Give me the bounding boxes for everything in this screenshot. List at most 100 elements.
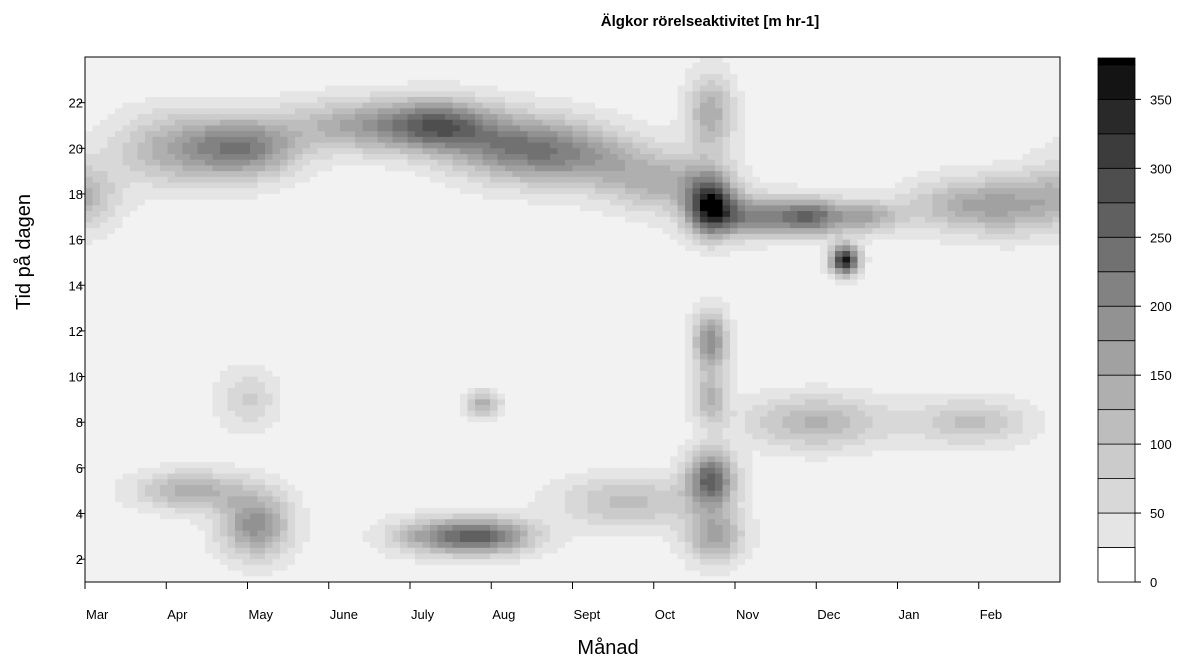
heatmap-cell [520,148,529,155]
heatmap-cell [220,108,229,115]
heatmap-cell [325,154,334,161]
heatmap-cell [542,251,551,258]
heatmap-cell [115,96,124,104]
heatmap-cell [827,205,836,212]
heatmap-cell [617,176,626,184]
heatmap-cell [940,182,949,189]
heatmap-cell [812,142,821,149]
heatmap-cell [857,79,866,87]
heatmap-cell [302,96,311,104]
heatmap-cell [700,228,709,235]
heatmap-cell [872,131,881,138]
heatmap-cell [1045,171,1054,178]
heatmap-cell [940,233,949,241]
heatmap-cell [407,154,416,161]
heatmap-cell [1000,79,1009,87]
heatmap-cell [85,91,94,98]
heatmap-cell [280,171,289,178]
heatmap-cell [242,57,251,64]
heatmap-cell [122,142,131,149]
heatmap-cell [175,188,184,195]
heatmap-cell [745,268,754,275]
heatmap-cell [220,165,229,172]
heatmap-cell [520,176,529,184]
chart-title: Älgkor rörelseaktivitet [m hr-1] [601,13,819,30]
heatmap-cell [310,136,319,144]
heatmap-cell [737,102,746,109]
heatmap-cell [700,119,709,127]
heatmap-cell [107,205,116,212]
heatmap-cell [332,125,341,132]
heatmap-cell [647,62,656,70]
heatmap-cell [115,79,124,87]
heatmap-cell [512,268,521,275]
heatmap-cell [955,68,964,75]
heatmap-cell [302,62,311,70]
heatmap-cell [632,188,641,195]
heatmap-cell [475,159,484,167]
heatmap-cell [670,193,679,201]
heatmap-cell [302,142,311,149]
heatmap-cell [460,159,469,167]
heatmap-cell [482,193,491,201]
heatmap-cell [347,171,356,178]
heatmap-cell [272,74,281,81]
heatmap-cell [212,188,221,195]
heatmap-cell [347,148,356,155]
heatmap-cell [932,125,941,132]
heatmap-cell [1037,268,1046,275]
heatmap-cell [842,245,851,252]
heatmap-cell [707,142,716,149]
heatmap-cell [100,154,109,161]
heatmap-cell [850,85,859,92]
heatmap-cell [295,251,304,258]
heatmap-cell [700,159,709,167]
heatmap-cell [962,85,971,92]
heatmap-cell [145,182,154,189]
heatmap-cell [730,176,739,184]
heatmap-cell [752,62,761,70]
heatmap-cell [482,57,491,64]
heatmap-cell [362,251,371,258]
heatmap-cell [595,171,604,178]
heatmap-cell [205,74,214,81]
heatmap-cell [550,262,559,269]
heatmap-cell [272,102,281,109]
heatmap-cell [812,176,821,184]
heatmap-cell [452,256,461,264]
heatmap-cell [475,165,484,172]
heatmap-cell [700,57,709,64]
heatmap-cell [932,239,941,246]
heatmap-cell [805,262,814,269]
heatmap-cell [497,91,506,98]
heatmap-cell [430,62,439,70]
heatmap-cell [992,142,1001,149]
heatmap-cell [242,205,251,212]
heatmap-cell [700,222,709,229]
heatmap-cell [880,256,889,264]
heatmap-cell [317,142,326,149]
heatmap-cell [280,142,289,149]
heatmap-cell [1015,136,1024,144]
heatmap-cell [617,142,626,149]
heatmap-cell [100,188,109,195]
heatmap-cell [347,188,356,195]
heatmap-cell [197,114,206,121]
heatmap-cell [197,228,206,235]
heatmap-cell [235,142,244,149]
heatmap-cell [1030,74,1039,81]
heatmap-cell [310,102,319,109]
heatmap-cell [880,68,889,75]
heatmap-cell [977,102,986,109]
heatmap-cell [565,205,574,212]
heatmap-cell [197,273,206,281]
heatmap-cell [445,79,454,87]
heatmap-cell [1015,233,1024,241]
heatmap-cell [115,131,124,138]
heatmap-cell [122,114,131,121]
heatmap-cell [655,188,664,195]
heatmap-cell [220,154,229,161]
heatmap-cell [715,262,724,269]
heatmap-cell [700,62,709,70]
heatmap-cell [265,233,274,241]
